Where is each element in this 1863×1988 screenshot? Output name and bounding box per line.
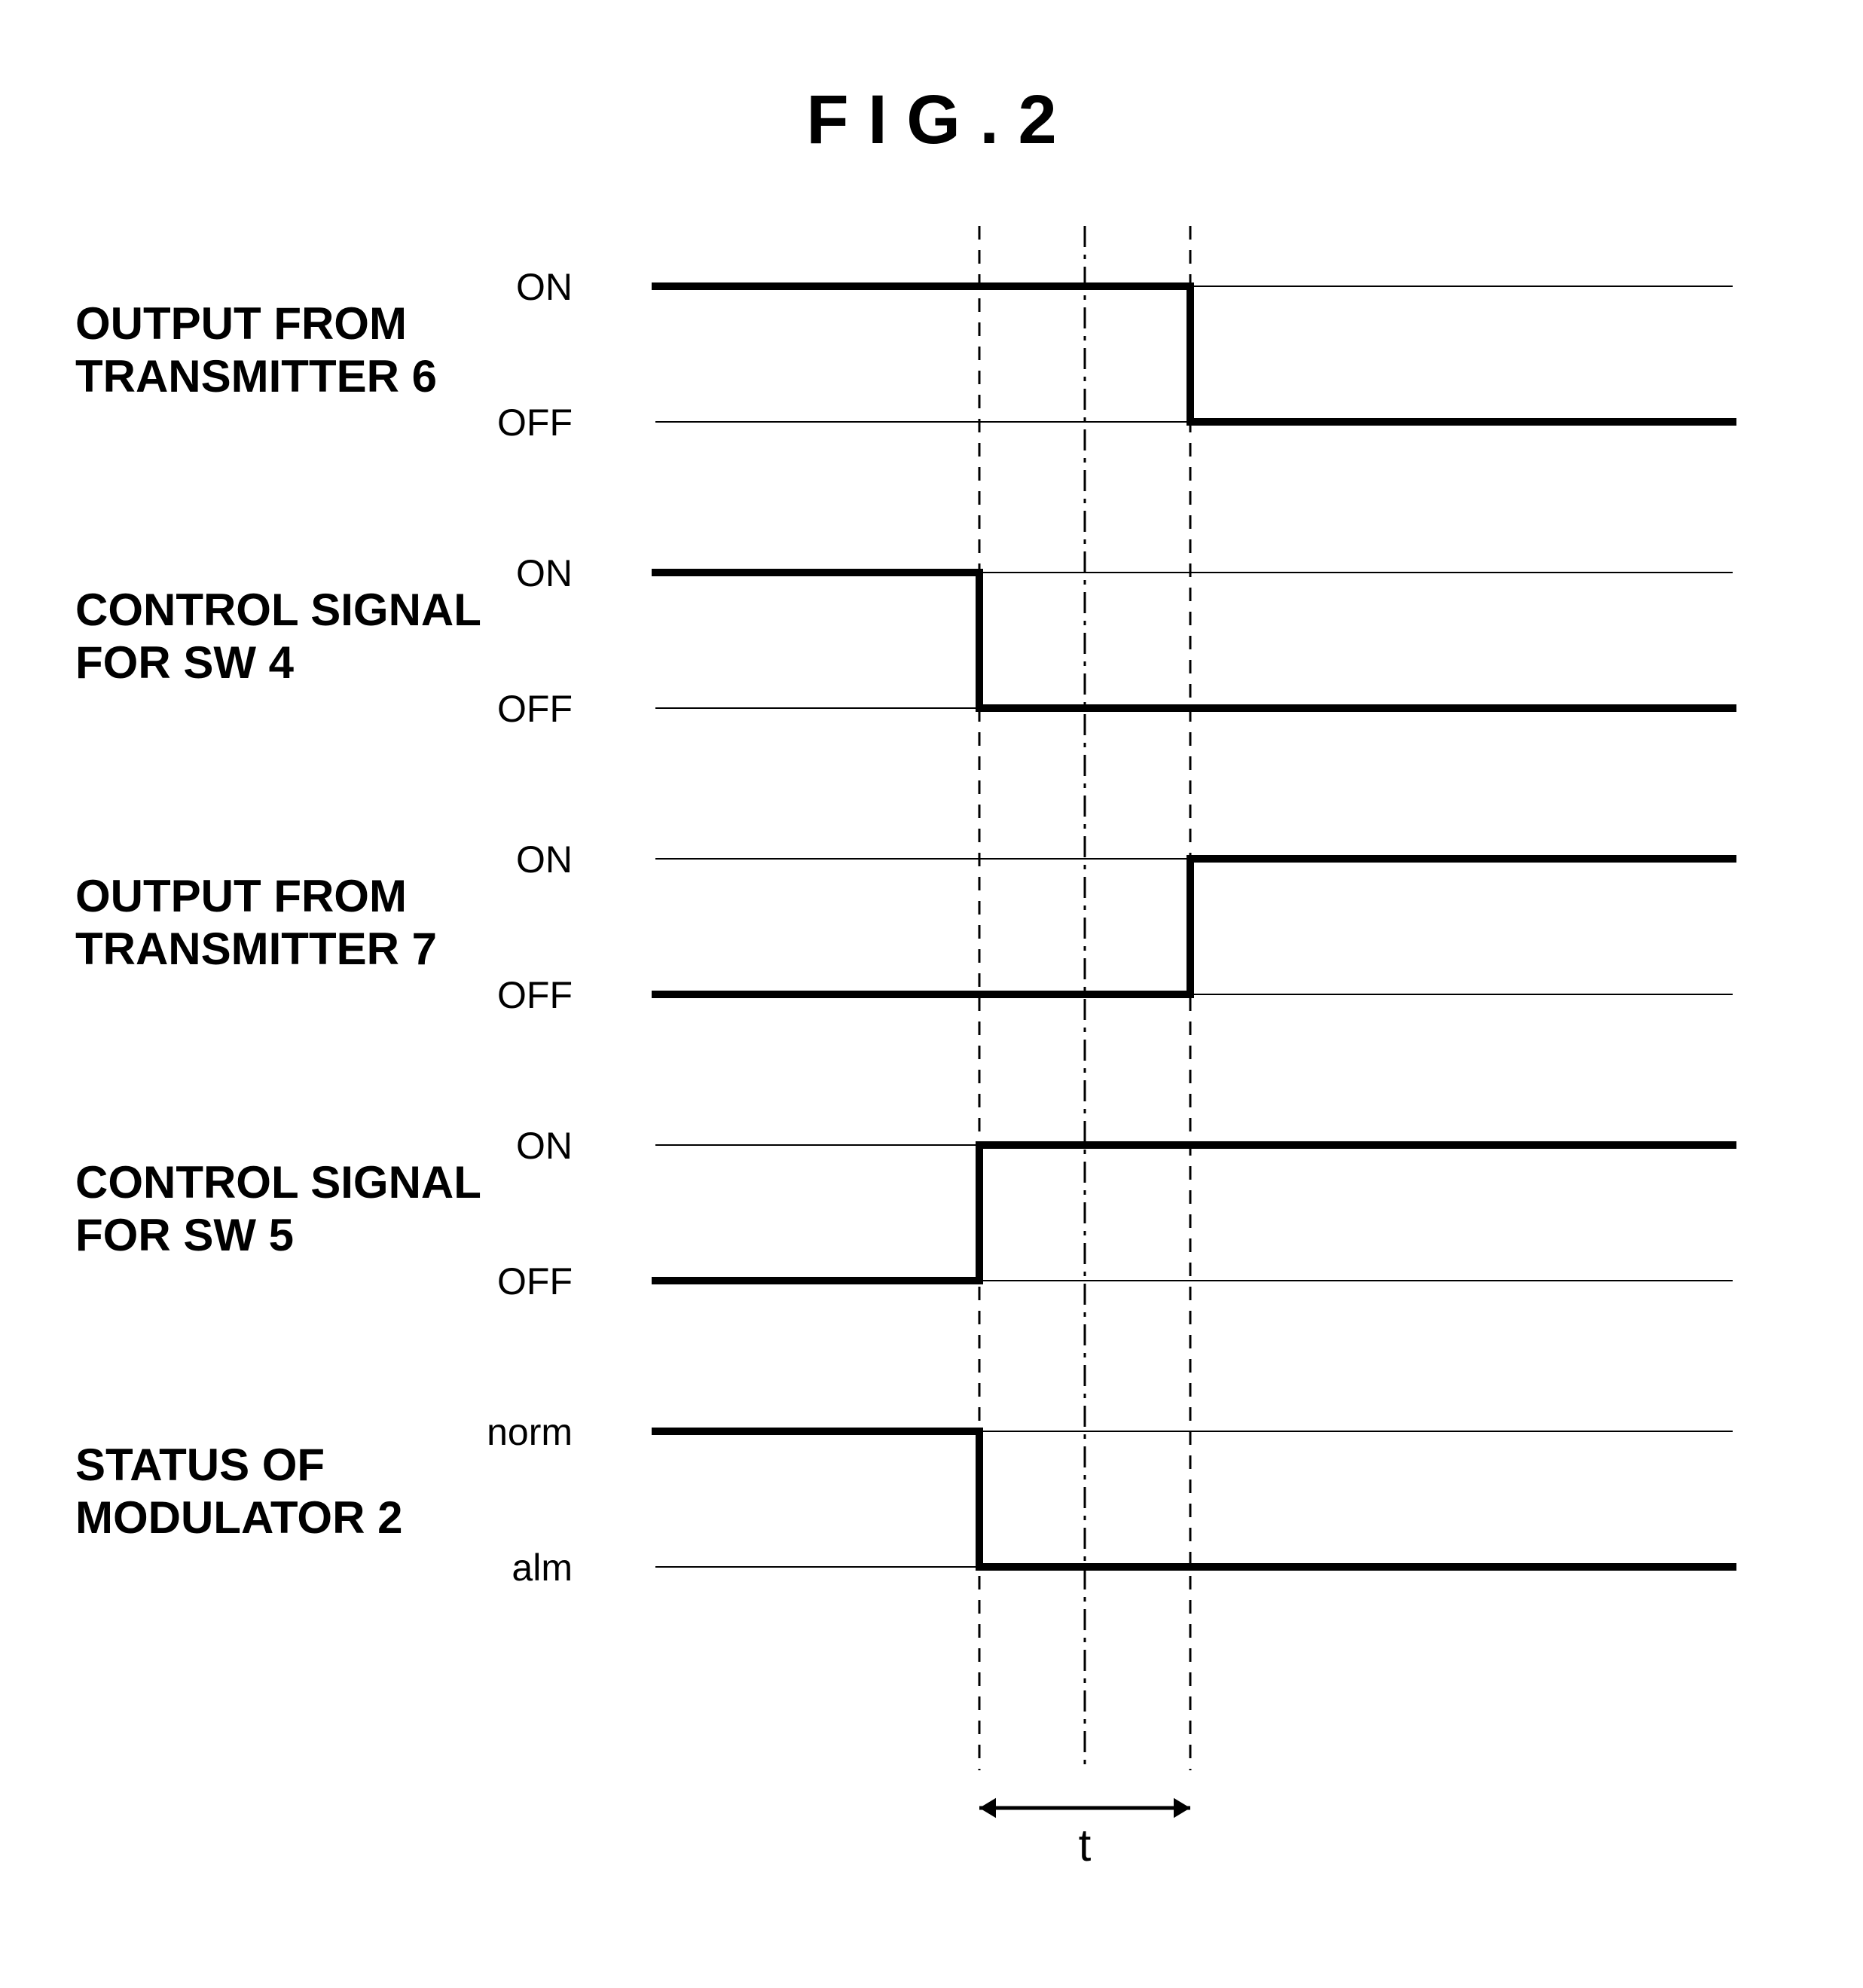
waveform	[655, 1145, 1733, 1281]
level-label-lo: alm	[512, 1547, 573, 1589]
row-label: FOR SW 4	[75, 637, 295, 688]
level-label-hi: ON	[516, 1125, 573, 1167]
level-label-hi: ON	[516, 838, 573, 881]
level-label-lo: OFF	[497, 402, 573, 444]
level-label-lo: OFF	[497, 1260, 573, 1302]
level-label-lo: OFF	[497, 974, 573, 1016]
signal-row: ON OFF OUTPUT FROMTRANSMITTER 7	[75, 838, 1733, 1016]
level-label-lo: OFF	[497, 688, 573, 730]
row-label: OUTPUT FROM	[75, 871, 407, 921]
row-label: MODULATOR 2	[75, 1492, 402, 1543]
signal-row: norm alm STATUS OFMODULATOR 2	[75, 1411, 1733, 1589]
level-label-hi: norm	[487, 1411, 573, 1453]
row-label: FOR SW 5	[75, 1210, 294, 1260]
time-marker-label: t	[1079, 1820, 1092, 1870]
row-label: STATUS OF	[75, 1440, 325, 1490]
row-label: CONTROL SIGNAL	[75, 1157, 481, 1208]
level-label-hi: ON	[516, 266, 573, 308]
waveform	[655, 573, 1733, 708]
time-marker: t	[979, 1798, 1190, 1870]
waveform	[655, 286, 1733, 422]
waveform	[655, 859, 1733, 994]
row-label: TRANSMITTER 7	[75, 924, 437, 974]
waveform	[655, 1431, 1733, 1567]
level-label-hi: ON	[516, 552, 573, 594]
signal-row: ON OFF OUTPUT FROMTRANSMITTER 6	[75, 266, 1733, 444]
signal-row: ON OFF CONTROL SIGNALFOR SW 4	[75, 552, 1733, 730]
row-label: OUTPUT FROM	[75, 298, 407, 349]
row-label: TRANSMITTER 6	[75, 351, 437, 402]
row-label: CONTROL SIGNAL	[75, 585, 481, 635]
figure-title: F I G . 2	[806, 81, 1056, 158]
signal-row: ON OFF CONTROL SIGNALFOR SW 5	[75, 1125, 1733, 1302]
